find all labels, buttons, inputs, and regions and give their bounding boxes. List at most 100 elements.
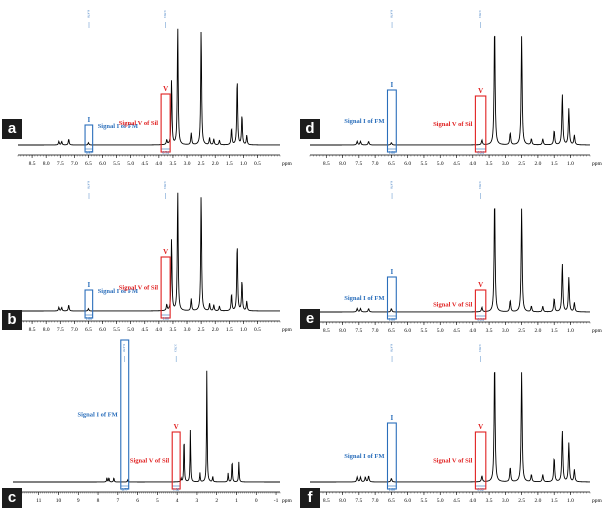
x-tick-label: 8.0 xyxy=(43,161,50,167)
fm-marker: I xyxy=(391,268,394,276)
x-tick-label: 7.5 xyxy=(57,327,64,333)
x-tick-label: 7.5 xyxy=(57,161,64,167)
peak-shift-label: 3.763 xyxy=(163,10,167,18)
peak-shift-label: 3.763 xyxy=(478,10,482,18)
integral-value: 1.00 xyxy=(162,317,168,321)
x-tick-label: 8.0 xyxy=(339,161,346,167)
x-tick-label: 8.0 xyxy=(43,327,50,333)
peak-shift-label: 6.478 xyxy=(390,181,394,189)
x-tick-label: 5.5 xyxy=(421,161,428,167)
panel-label-c: c xyxy=(2,488,22,508)
x-tick-label: 7.0 xyxy=(372,498,379,504)
peak-shift-label-group: 6.478 xyxy=(390,10,394,18)
x-axis-unit: ppm xyxy=(282,498,293,504)
x-tick-label: 8.0 xyxy=(339,498,346,504)
x-tick-label: 9 xyxy=(77,498,80,504)
x-tick-label: 7.0 xyxy=(372,328,379,334)
x-tick-label: 3.5 xyxy=(486,161,493,167)
fm-signal-label: Signal I of FM xyxy=(98,288,138,295)
x-tick-label: 8.0 xyxy=(339,328,346,334)
x-tick-label: 2 xyxy=(215,498,218,504)
sil-signal-label: Signal V of Sil xyxy=(119,285,159,292)
sil-marker: V xyxy=(174,423,179,431)
panel-label-e: e xyxy=(300,309,320,329)
peak-shift-label-group: 6.478 xyxy=(122,344,126,352)
x-tick-label: 10 xyxy=(56,498,62,504)
peak-shift-label-group: 6.478 xyxy=(390,181,394,189)
x-tick-label: 1.0 xyxy=(567,498,574,504)
spectrum-trace xyxy=(18,192,280,312)
fm-signal-label: Signal I of FM xyxy=(344,295,384,302)
x-tick-label: 5.5 xyxy=(113,327,120,333)
x-tick-label: 5.0 xyxy=(437,498,444,504)
x-tick-label: 2.5 xyxy=(198,161,205,167)
sil-signal-label: Signal V of Sil xyxy=(433,121,473,128)
peak-shift-label: 3.763 xyxy=(478,181,482,189)
fm-signal-box xyxy=(386,276,397,320)
peak-shift-label-group: 6.478 xyxy=(87,10,91,18)
x-tick-label: 1.5 xyxy=(551,498,558,504)
x-tick-label: 8 xyxy=(97,498,100,504)
peak-shift-label: 6.478 xyxy=(87,10,91,18)
spectrum-d-svg: 8.5 8.0 7.5 7.0 6.5 6.0 5.5 5.0 4.5 4.0 3.5 3.0 2.5 2… xyxy=(309,10,603,167)
peak-shift-label-group: 3.763 xyxy=(478,344,482,352)
x-tick-label: 4.0 xyxy=(155,327,162,333)
x-tick-label: 5.5 xyxy=(421,328,428,334)
x-tick-label: 2.0 xyxy=(534,328,541,334)
sil-marker: V xyxy=(478,423,483,431)
x-tick-label: 5.0 xyxy=(437,161,444,167)
integral-value: 0.24 xyxy=(477,318,483,322)
x-tick-label: 1.5 xyxy=(226,161,233,167)
peak-shift-label: 6.478 xyxy=(390,10,394,18)
integral-value: 1.00 xyxy=(389,488,395,492)
x-tick-label: 6.5 xyxy=(85,327,92,333)
x-tick-label: 3.0 xyxy=(502,498,509,504)
fm-signal-box xyxy=(84,289,94,319)
x-tick-label: 6.0 xyxy=(404,498,411,504)
x-tick-label: 4.5 xyxy=(453,161,460,167)
peak-shift-label-group: 3.763 xyxy=(163,10,167,18)
x-tick-label: 1.5 xyxy=(551,328,558,334)
spectrum-b-svg: 8.5 8.0 7.5 7.0 6.5 6.0 5.5 5.0 4.5 4.0 3.5 3.0 2.5 2… xyxy=(17,181,293,333)
x-axis-unit: ppm xyxy=(592,498,603,504)
spectrum-trace xyxy=(310,35,591,146)
x-tick-label: 6.0 xyxy=(99,327,106,333)
x-tick-label: 6 xyxy=(136,498,139,504)
x-tick-label: 6.0 xyxy=(404,328,411,334)
x-tick-label: 3.0 xyxy=(184,327,191,333)
x-tick-label: 3 xyxy=(196,498,199,504)
x-tick-label: 5.5 xyxy=(421,498,428,504)
x-tick-label: 6.0 xyxy=(404,161,411,167)
x-tick-label: 2.5 xyxy=(518,328,525,334)
x-tick-label: 4.5 xyxy=(453,328,460,334)
x-tick-label: 5.0 xyxy=(127,161,134,167)
sil-signal-label: Signal V of Sil xyxy=(433,302,473,309)
x-tick-label: 3.0 xyxy=(184,161,191,167)
integral-value: 1.00 xyxy=(86,317,92,321)
x-tick-label: 3.0 xyxy=(502,328,509,334)
peak-shift-label-group: 3.763 xyxy=(174,344,178,352)
x-tick-label: 6.5 xyxy=(388,328,395,334)
x-tick-label: 8.5 xyxy=(323,498,330,504)
x-tick-label: 2.0 xyxy=(534,498,541,504)
x-tick-label: 1.0 xyxy=(567,161,574,167)
x-tick-label: 7 xyxy=(116,498,119,504)
x-tick-label: 4.0 xyxy=(155,161,162,167)
x-tick-label: 2.5 xyxy=(518,498,525,504)
sil-marker: V xyxy=(163,248,168,256)
fm-signal-label: Signal I of FM xyxy=(344,118,384,125)
spectrum-panel-e: 8.5 8.0 7.5 7.0 6.5 6.0 5.5 5.0 4.5 4.0 3.5 3.0 2.5 2… xyxy=(300,175,603,335)
x-tick-label: 1.5 xyxy=(551,161,558,167)
panel-label-d: d xyxy=(300,119,320,139)
x-axis-unit: ppm xyxy=(282,327,293,333)
x-tick-label: 3.5 xyxy=(486,328,493,334)
x-tick-label: 3.5 xyxy=(170,327,177,333)
x-tick-label: 5 xyxy=(156,498,159,504)
sil-signal-box xyxy=(474,289,487,320)
x-tick-label: 5.5 xyxy=(113,161,120,167)
integral-value: 1.00 xyxy=(389,151,395,155)
sil-signal-label: Signal V of Sil xyxy=(130,458,170,465)
sil-signal-label: Signal V of Sil xyxy=(433,458,473,465)
x-tick-label: 1.0 xyxy=(240,327,247,333)
